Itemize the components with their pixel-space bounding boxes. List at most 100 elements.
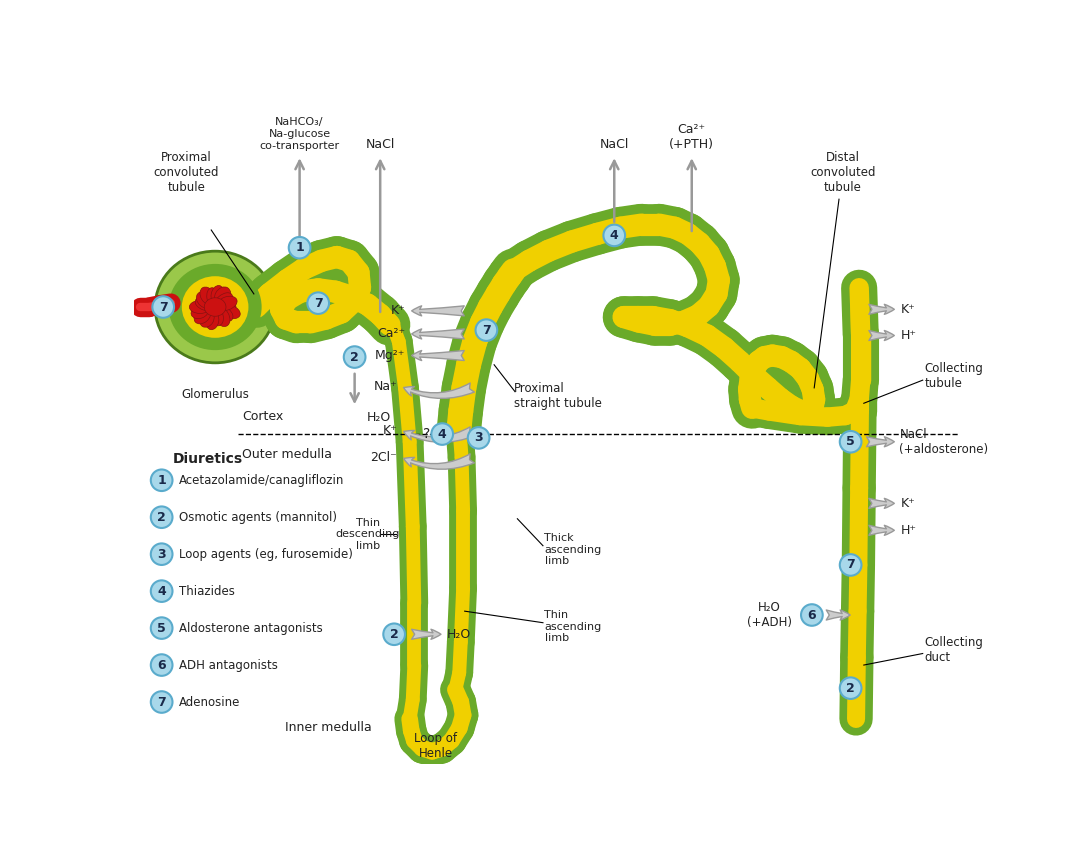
Ellipse shape [205,311,219,329]
Text: 6: 6 [808,608,816,621]
Text: ADH antagonists: ADH antagonists [179,659,277,672]
Text: H⁺: H⁺ [901,524,917,537]
Circle shape [840,554,861,576]
Text: Cortex: Cortex [242,409,284,422]
Ellipse shape [197,292,214,308]
Circle shape [603,225,625,246]
Ellipse shape [214,293,232,310]
Text: 2Cl⁻: 2Cl⁻ [370,450,397,463]
Text: 2: 2 [389,628,398,641]
Ellipse shape [204,298,226,317]
Ellipse shape [169,264,262,350]
Text: 7: 7 [157,696,166,709]
Ellipse shape [217,296,238,311]
Text: Distal
convoluted
tubule: Distal convoluted tubule [810,151,875,194]
Text: Thin
ascending
limb: Thin ascending limb [545,610,601,644]
Text: NaCl: NaCl [366,137,395,151]
Ellipse shape [189,300,211,313]
Text: 2: 2 [350,351,360,364]
Text: K⁺: K⁺ [391,305,406,317]
Text: Ca²⁺: Ca²⁺ [377,328,406,341]
Circle shape [289,237,310,258]
Ellipse shape [194,308,211,323]
Text: Collecting
duct: Collecting duct [924,636,983,663]
Text: Osmotic agents (mannitol): Osmotic agents (mannitol) [179,511,337,523]
Text: Acetazolamide/canagliflozin: Acetazolamide/canagliflozin [179,474,345,486]
Ellipse shape [195,297,215,311]
Circle shape [840,677,861,699]
Text: 5: 5 [846,435,855,448]
Text: K⁺: K⁺ [901,303,916,316]
Text: Proximal
convoluted
tubule: Proximal convoluted tubule [154,151,219,194]
Text: 1: 1 [157,474,166,486]
Text: 2: 2 [157,511,166,523]
Ellipse shape [218,304,241,318]
Text: 4: 4 [438,427,446,440]
Circle shape [307,293,330,314]
Circle shape [801,604,823,625]
Text: 1: 1 [295,241,304,254]
Text: 4: 4 [157,584,166,598]
Ellipse shape [207,287,219,307]
Text: NaCl
(+aldosterone): NaCl (+aldosterone) [900,428,989,456]
Ellipse shape [155,251,275,363]
Text: H₂O: H₂O [447,628,471,641]
Text: 3: 3 [474,432,483,444]
Ellipse shape [200,287,215,305]
Text: Thick
ascending
limb: Thick ascending limb [545,533,601,566]
Text: H₂O
(+ADH): H₂O (+ADH) [747,601,792,629]
Circle shape [468,427,489,449]
Text: Diuretics: Diuretics [172,452,243,467]
Circle shape [151,469,172,491]
Circle shape [151,655,172,676]
Circle shape [152,296,174,317]
Text: 7: 7 [314,297,322,310]
Text: Proximal
straight tubule: Proximal straight tubule [514,382,601,409]
Text: Glomerulus: Glomerulus [181,388,249,401]
Ellipse shape [213,307,230,327]
Circle shape [431,423,453,444]
Text: 2: 2 [846,681,855,695]
Ellipse shape [217,307,233,322]
Ellipse shape [200,311,214,327]
Text: Outer medulla: Outer medulla [242,448,333,461]
Text: H₂O: H₂O [366,411,391,424]
Text: NaHCO₃/
Na-glucose
co-transporter: NaHCO₃/ Na-glucose co-transporter [260,118,339,151]
Text: 6: 6 [157,659,166,672]
Circle shape [840,431,861,452]
Text: K⁺: K⁺ [382,424,397,437]
Text: K⁺: K⁺ [901,497,916,510]
Ellipse shape [192,305,209,318]
Circle shape [151,692,172,713]
Text: ?: ? [423,427,430,441]
Text: H⁺: H⁺ [901,329,917,342]
Text: 7: 7 [482,323,491,336]
Ellipse shape [211,286,225,305]
Circle shape [151,617,172,639]
Text: 7: 7 [158,300,168,313]
Text: Thiazides: Thiazides [179,584,234,598]
Text: 3: 3 [157,547,166,560]
Text: Na⁺: Na⁺ [373,380,397,393]
Text: Loop agents (eg, furosemide): Loop agents (eg, furosemide) [179,547,353,560]
Text: Inner medulla: Inner medulla [285,722,371,734]
Ellipse shape [214,300,236,313]
Text: Collecting
tubule: Collecting tubule [924,362,983,390]
Circle shape [343,347,366,368]
Circle shape [383,624,406,645]
Ellipse shape [182,276,248,338]
Circle shape [475,319,498,341]
Text: Thin
descending
limb: Thin descending limb [336,517,400,551]
Text: NaCl: NaCl [599,137,629,151]
Text: Aldosterone antagonists: Aldosterone antagonists [179,621,322,635]
Text: 7: 7 [846,559,855,571]
Text: Mg²⁺: Mg²⁺ [374,349,406,362]
Text: Loop of
Henle: Loop of Henle [414,732,458,760]
Circle shape [151,580,172,602]
Circle shape [151,543,172,565]
Circle shape [151,506,172,528]
Text: Ca²⁺
(+PTH): Ca²⁺ (+PTH) [669,123,715,151]
Ellipse shape [211,309,224,326]
Ellipse shape [214,287,231,305]
Text: Adenosine: Adenosine [179,696,240,709]
